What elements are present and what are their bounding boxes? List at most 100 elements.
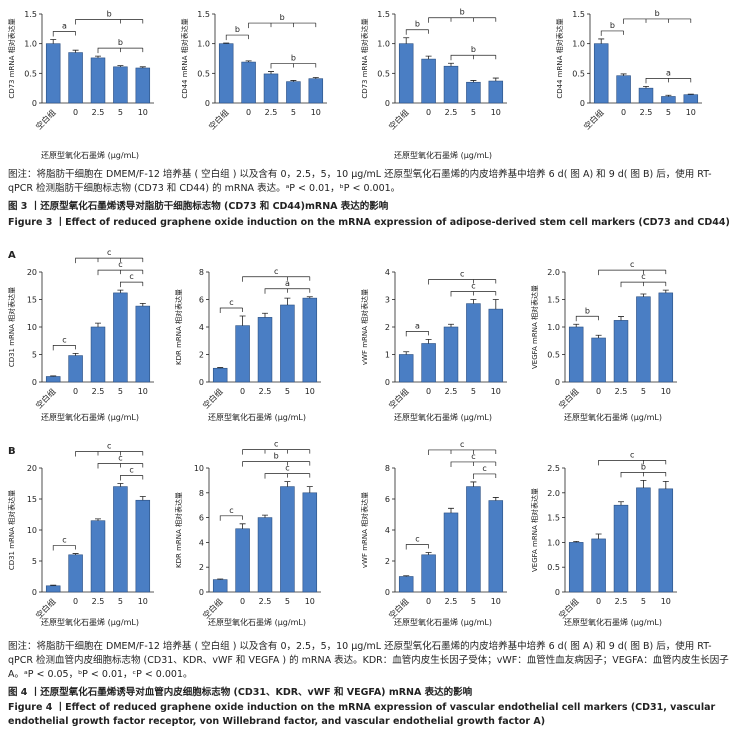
significance-bracket xyxy=(405,544,429,550)
bar xyxy=(218,43,234,104)
y-tick-label: 2 xyxy=(385,323,390,332)
bar xyxy=(591,337,606,383)
significance-bracket xyxy=(428,449,497,455)
x-tick-label: 5 xyxy=(641,597,646,606)
significance-label: a xyxy=(666,68,671,77)
error-bar xyxy=(425,55,432,60)
error-bar xyxy=(72,353,79,356)
x-tick-label: 空白组 xyxy=(34,107,58,131)
significance-bracket xyxy=(219,307,243,313)
significance-bracket xyxy=(450,461,497,467)
bar xyxy=(613,320,629,383)
error-bar xyxy=(403,351,410,355)
error-bar xyxy=(643,85,649,89)
figure-title-en: Figure 4 丨Effect of reduced graphene oxi… xyxy=(8,702,716,727)
bar xyxy=(398,43,414,104)
y-tick-label: 6 xyxy=(199,296,204,305)
x-tick-label: 2.5 xyxy=(615,387,628,396)
error-bar xyxy=(470,481,477,487)
error-bar xyxy=(312,77,319,79)
x-tick-label: 2.5 xyxy=(445,597,458,606)
y-axis-label: CD73 mRNA 相对表达量 xyxy=(360,18,369,98)
y-tick-label: 6 xyxy=(385,495,390,504)
y-tick-label: 0 xyxy=(32,378,37,387)
significance-label: c xyxy=(107,442,111,451)
bar xyxy=(90,326,106,383)
significance-bracket xyxy=(75,19,144,25)
significance-label: c xyxy=(229,298,233,307)
significance-label: b xyxy=(655,9,660,18)
significance-bracket xyxy=(620,281,667,288)
bar xyxy=(636,487,651,593)
significance-label: c xyxy=(62,536,66,545)
significance-bracket xyxy=(600,30,624,36)
x-tick-label: 2.5 xyxy=(640,108,653,117)
significance-bracket xyxy=(120,475,144,481)
error-bar xyxy=(117,483,124,487)
error-bar xyxy=(573,541,580,543)
x-tick-label: 5 xyxy=(118,387,123,396)
y-tick-label: 1.5 xyxy=(572,10,585,19)
x-tick-label: 5 xyxy=(291,108,296,117)
bar xyxy=(488,80,504,104)
y-tick-label: 1 xyxy=(385,351,390,360)
significance-bracket xyxy=(620,472,667,478)
y-axis-label: CD44 mRNA 相对表达量 xyxy=(555,18,564,98)
error-bar xyxy=(665,94,672,97)
y-tick-label: 1.0 xyxy=(547,538,560,547)
error-bar xyxy=(470,80,477,83)
significance-bracket xyxy=(270,63,317,69)
significance-label: c xyxy=(460,270,464,279)
y-axis-label: VEGFA mRNA 相对表达量 xyxy=(530,285,539,369)
error-bar xyxy=(139,302,146,307)
y-axis-label: vWF mRNA 相对表达量 xyxy=(360,289,369,365)
x-tick-label: 2.5 xyxy=(265,108,278,117)
bar xyxy=(398,576,414,593)
significance-label: b xyxy=(107,10,112,19)
error-bar xyxy=(425,338,432,344)
bar xyxy=(658,488,674,593)
x-tick-label: 空白组 xyxy=(34,386,58,410)
x-tick-label: 2.5 xyxy=(92,387,105,396)
bar xyxy=(488,500,504,593)
x-tick-label: 5 xyxy=(666,108,671,117)
significance-bracket xyxy=(450,54,497,61)
significance-bracket xyxy=(473,473,497,479)
significance-bracket xyxy=(623,18,692,24)
error-bar xyxy=(598,38,605,44)
significance-bracket xyxy=(405,331,429,337)
bar xyxy=(302,297,318,383)
error-bar xyxy=(117,65,124,67)
bar xyxy=(235,325,250,383)
significance-bracket xyxy=(428,279,497,285)
bar xyxy=(212,579,228,593)
significance-label: b xyxy=(274,452,279,461)
y-tick-label: 0 xyxy=(555,588,560,597)
x-tick-label: 0 xyxy=(240,387,245,396)
significance-label: c xyxy=(460,440,464,449)
x-axis-label: 还原型氧化石墨烯 (μg/mL) xyxy=(564,412,662,422)
bar xyxy=(113,66,128,104)
x-tick-label: 空白组 xyxy=(387,386,411,410)
significance-label: c xyxy=(415,534,419,543)
y-tick-label: 0.5 xyxy=(24,69,37,78)
significance-bracket xyxy=(242,276,311,282)
error-bar xyxy=(448,62,454,67)
significance-label: c xyxy=(118,260,122,269)
bar xyxy=(658,292,674,383)
significance-label: b xyxy=(641,462,646,471)
y-axis-label: VEGFA mRNA 相对表达量 xyxy=(530,488,539,572)
significance-bracket xyxy=(428,17,497,23)
x-tick-label: 空白组 xyxy=(387,596,411,620)
x-tick-label: 5 xyxy=(118,108,123,117)
error-bar xyxy=(223,42,230,44)
y-tick-label: 8 xyxy=(199,268,204,277)
x-axis-label: 还原型氧化石墨烯 (μg/mL) xyxy=(394,412,492,422)
bar xyxy=(568,326,584,383)
x-tick-label: 10 xyxy=(661,387,671,396)
y-tick-label: 0 xyxy=(32,588,37,597)
error-bar xyxy=(618,501,624,506)
y-tick-label: 0.5 xyxy=(572,69,585,78)
x-axis-label: 还原型氧化石墨烯 (μg/mL) xyxy=(394,150,492,160)
x-tick-label: 5 xyxy=(471,108,476,117)
